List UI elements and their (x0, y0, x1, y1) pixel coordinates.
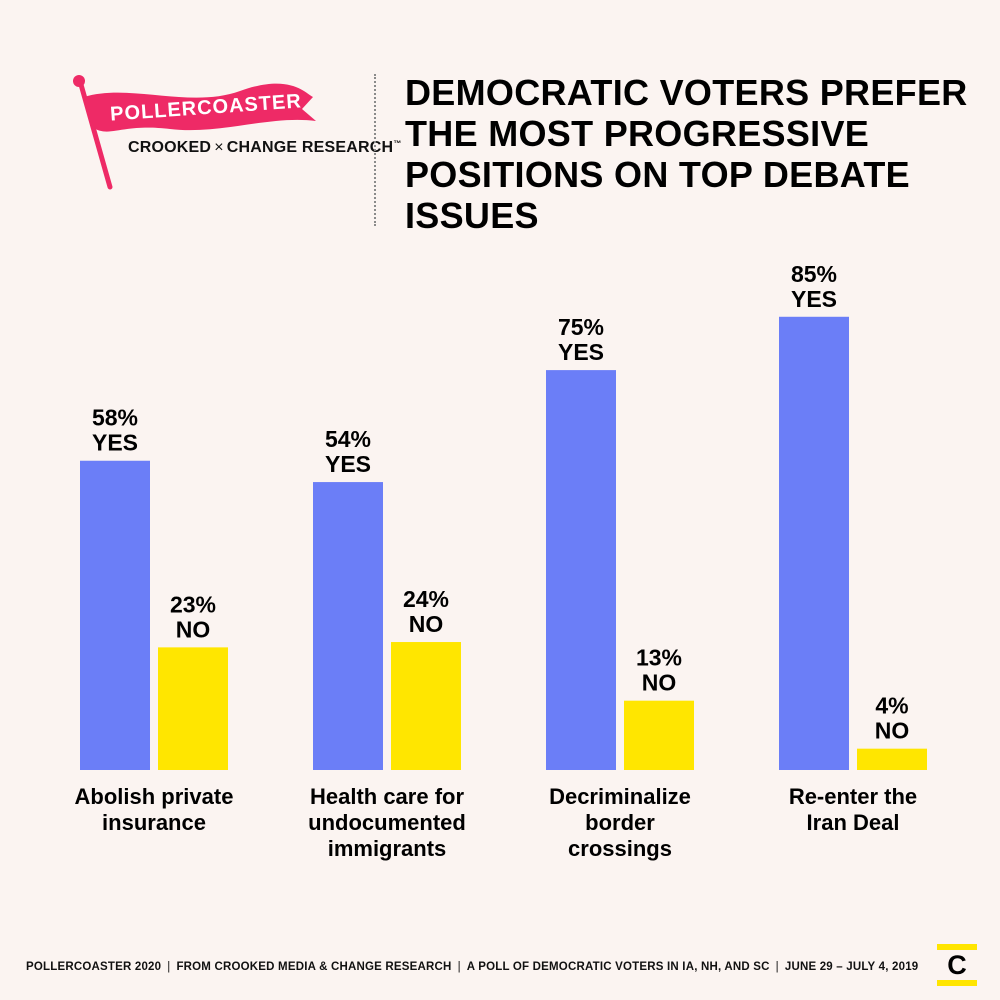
partner-times: × (214, 139, 224, 156)
category-label-1: Health care for undocumented immigrants (277, 784, 497, 862)
series-label-yes-3: YES (791, 286, 837, 312)
value-label-no-1: 24% (403, 586, 449, 612)
bar-chart: 58%YES 54%YES75%YES85%YES23%NO24%NO13%NO4… (80, 261, 927, 770)
category-label-3: Re-enter the Iran Deal (743, 784, 963, 836)
flag-icon (73, 75, 316, 190)
series-label-no-2: NO (642, 670, 677, 696)
footer-separator: | (775, 961, 779, 973)
series-label-no-0: NO (176, 616, 211, 642)
series-label-yes-0: YES (92, 430, 138, 456)
value-label-yes-3: 85% (791, 261, 837, 287)
footer-separator: | (167, 961, 171, 973)
logo-partners: CROOKED × CHANGE RESEARCH™ (128, 139, 402, 157)
partner-crooked: CROOKED (128, 139, 212, 156)
category-label-0: Abolish private insurance (44, 784, 264, 836)
crooked-badge: C (937, 944, 977, 986)
bar-no-3 (857, 748, 927, 770)
category-label-line: Re-enter the (788, 784, 918, 809)
footer-item-3: JUNE 29 – JULY 4, 2019 (784, 961, 919, 973)
category-label-line: border (585, 810, 655, 835)
bar-yes-1 (313, 482, 383, 770)
series-label-yes-2: YES (558, 339, 604, 365)
partner-change-research: CHANGE RESEARCH (226, 139, 394, 156)
value-label-no-3: 4% (875, 693, 908, 719)
bar-no-2 (624, 700, 694, 770)
category-label-line: Abolish private (74, 784, 234, 809)
trademark: ™ (393, 139, 402, 148)
series-label-no-3: NO (875, 718, 910, 744)
pollercoaster-logo: POLLERCOASTER CROOKED × CHANGE RESEARCH™ (70, 75, 401, 195)
value-label-yes-0: 58% (92, 405, 138, 431)
value-label-no-0: 23% (170, 591, 216, 617)
bar-yes-3 (779, 316, 849, 770)
bar-no-1 (391, 642, 461, 770)
series-label-yes-1: YES (325, 451, 371, 477)
category-label-line: undocumented (308, 810, 466, 835)
chart-title: DEMOCRATIC VOTERS PREFER THE MOST PROGRE… (405, 72, 968, 236)
category-label-line: Iran Deal (806, 810, 900, 835)
bar-no-0 (158, 647, 228, 770)
value-label-yes-1: 54% (325, 426, 371, 452)
header-divider (374, 74, 376, 226)
category-label-2: Decriminalize border crossings (510, 784, 730, 862)
badge-bar-top (937, 944, 977, 950)
bar-yes-2 (546, 370, 616, 770)
series-label-no-1: NO (409, 611, 444, 637)
badge-letter: C (947, 950, 967, 980)
category-label-line: insurance (102, 810, 206, 835)
category-label-line: crossings (568, 836, 672, 861)
footer-item-2: A POLL OF DEMOCRATIC VOTERS IN IA, NH, A… (466, 961, 770, 973)
footer-item-1: FROM CROOKED MEDIA & CHANGE RESEARCH (176, 961, 452, 973)
footer-item-0: POLLERCOASTER 2020 (26, 961, 162, 973)
value-label-yes-2: 75% (558, 314, 604, 340)
category-label-line: Decriminalize (549, 784, 691, 809)
value-label-no-2: 13% (636, 645, 682, 671)
badge-bar-bottom (937, 980, 977, 986)
category-label-line: Health care for (309, 784, 465, 809)
footer-separator: | (457, 961, 461, 973)
footer: POLLERCOASTER 2020 | FROM CROOKED MEDIA & … (26, 961, 918, 973)
category-label-line: immigrants (327, 836, 447, 861)
bar-yes-0 (80, 460, 150, 770)
